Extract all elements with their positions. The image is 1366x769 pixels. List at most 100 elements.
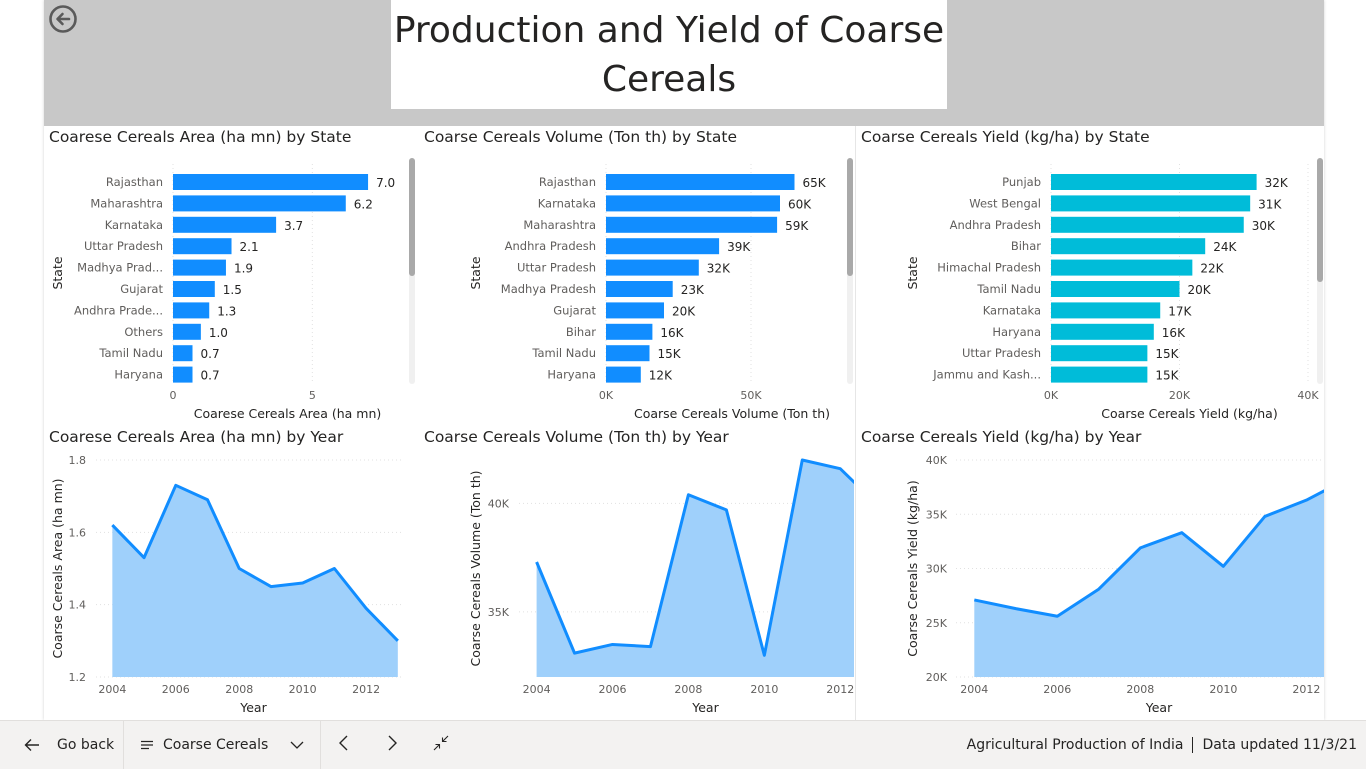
- x-tick-label: 2008: [225, 683, 253, 696]
- bar: [1051, 259, 1193, 276]
- volume-by-state-chart[interactable]: Coarse Cereals Volume (Ton th) by State …: [419, 128, 854, 424]
- x-tick-label: 2010: [289, 683, 317, 696]
- x-axis-title: Year: [239, 700, 267, 715]
- yield-by-year-chart[interactable]: Coarse Cereals Yield (kg/ha) by Year 20K…: [856, 428, 1324, 720]
- chart-title: Coarese Cereals Area (ha mn) by Year: [49, 428, 344, 446]
- y-tick-label: 25K: [926, 617, 948, 630]
- x-axis-title: Coarse Cereals Volume (Ton th): [634, 406, 830, 421]
- bar: [173, 195, 346, 212]
- back-arrow-icon[interactable]: [48, 4, 78, 34]
- x-tick-label: 40K: [1297, 389, 1319, 402]
- chart-title: Coarse Cereals Yield (kg/ha) by Year: [861, 428, 1142, 446]
- chart-svg: 1.2 1.4 1.6 1.8 2004 2006 2008 2010 2012 Year Coar…: [50, 454, 401, 715]
- category-label: Andhra Prade...: [74, 303, 163, 317]
- category-label: Uttar Pradesh: [84, 239, 163, 253]
- category-label: Others: [124, 325, 163, 339]
- chart-title: Coarse Cereals Volume (Ton th) by State: [424, 128, 737, 146]
- category-label: Tamil Nadu: [976, 282, 1041, 296]
- x-tick-label: 2010: [750, 683, 778, 696]
- bar: [173, 366, 193, 383]
- y-tick-label: 1.6: [69, 526, 87, 539]
- data-label: 31K: [1258, 197, 1282, 211]
- category-label: Karnataka: [983, 303, 1041, 317]
- data-label: 20K: [672, 304, 696, 318]
- x-tick-label: 0K: [599, 389, 614, 402]
- category-label: Uttar Pradesh: [962, 346, 1041, 360]
- volume-by-year-chart[interactable]: Coarse Cereals Volume (Ton th) by Year 3…: [419, 428, 882, 720]
- report-info: Agricultural Production of India Data up…: [967, 721, 1357, 769]
- bar: [606, 195, 780, 212]
- x-tick-label: 2006: [1043, 683, 1071, 696]
- x-tick-label: 50K: [740, 389, 762, 402]
- footer-separator: [320, 721, 321, 769]
- data-label: 3.7: [284, 219, 303, 233]
- category-label: Uttar Pradesh: [517, 261, 596, 275]
- bar: [606, 238, 720, 255]
- y-tick-label: 1.8: [69, 454, 87, 467]
- bar: [1051, 216, 1244, 233]
- chevron-right-icon: [384, 734, 400, 756]
- data-label: 7.0: [376, 176, 395, 190]
- chart-svg: 0K 50K Rajasthan 65K Karnataka 60K Maharashtra…: [468, 158, 853, 421]
- category-label: Himachal Pradesh: [937, 261, 1041, 275]
- go-back-button[interactable]: Go back: [22, 721, 122, 769]
- data-label: 24K: [1213, 240, 1237, 254]
- category-label: Karnataka: [538, 196, 596, 210]
- x-tick-label: 2008: [1126, 683, 1154, 696]
- category-label: Tamil Nadu: [531, 346, 596, 360]
- data-label: 12K: [649, 369, 673, 383]
- bar: [1051, 345, 1148, 362]
- y-tick-label: 40K: [926, 454, 948, 467]
- chevron-left-icon: [336, 734, 352, 756]
- area-fill: [974, 490, 1324, 677]
- data-label: 59K: [785, 219, 809, 233]
- data-label: 1.0: [209, 326, 228, 340]
- category-label: Andhra Pradesh: [950, 218, 1041, 232]
- y-tick-label: 20K: [926, 671, 948, 684]
- report-title: Production and Yield of Coarse Cereals: [391, 0, 947, 109]
- data-updated: Data updated 11/3/21: [1202, 737, 1357, 753]
- footer-bar: Go back Coarse Cereals Agricultural Prod…: [0, 720, 1366, 769]
- category-label: Maharashtra: [90, 196, 163, 210]
- chart-title: Coarse Cereals Volume (Ton th) by Year: [424, 428, 729, 446]
- info-divider: [1192, 737, 1194, 753]
- category-label: Gujarat: [120, 282, 163, 296]
- bar: [173, 345, 193, 362]
- area-by-year-chart[interactable]: Coarese Cereals Area (ha mn) by Year 1.2…: [44, 428, 416, 720]
- x-tick-label: 5: [309, 389, 316, 402]
- series-line: [111, 483, 399, 642]
- bar: [606, 174, 795, 190]
- data-label: 32K: [1265, 176, 1289, 190]
- x-axis-title: Coarse Cereals Yield (kg/ha): [1101, 406, 1277, 421]
- x-tick-label: 2012: [826, 683, 854, 696]
- series-line: [535, 458, 880, 657]
- collapse-button[interactable]: [432, 721, 452, 769]
- chart-title: Coarese Cereals Area (ha mn) by State: [49, 128, 352, 146]
- yield-by-state-chart[interactable]: Coarse Cereals Yield (kg/ha) by State 0K…: [856, 128, 1324, 424]
- category-label: Punjab: [1002, 175, 1041, 189]
- data-label: 1.9: [234, 262, 253, 276]
- page-select[interactable]: Coarse Cereals: [139, 721, 309, 769]
- bar: [173, 281, 215, 297]
- category-label: Andhra Pradesh: [505, 239, 596, 253]
- y-axis-title: Coarse Cereals Area (ha mn): [50, 478, 65, 658]
- x-tick-label: 2008: [674, 683, 702, 696]
- area-by-state-chart[interactable]: Coarese Cereals Area (ha mn) by State 0 5…: [44, 128, 416, 424]
- bar: [606, 216, 778, 233]
- y-tick-label: 35K: [926, 508, 948, 521]
- data-label: 32K: [707, 262, 731, 276]
- category-label: Haryana: [547, 368, 596, 382]
- next-page-button[interactable]: [384, 721, 404, 769]
- previous-page-button[interactable]: [336, 721, 356, 769]
- category-label: Haryana: [992, 325, 1041, 339]
- report-canvas: Production and Yield of Coarse Cereals C…: [44, 0, 1324, 720]
- scrollbar-thumb: [1317, 158, 1323, 282]
- category-label: Bihar: [1011, 239, 1041, 253]
- category-label: Madhya Prad...: [77, 261, 163, 275]
- go-back-label: Go back: [57, 737, 115, 753]
- data-label: 0.7: [201, 369, 220, 383]
- y-tick-label: 35K: [488, 606, 510, 619]
- data-label: 17K: [1168, 304, 1192, 318]
- chart-svg: 20K 25K 30K 35K 40K 2004 2006 2008 2010 2012 Year C…: [905, 454, 1324, 715]
- category-label: Maharashtra: [523, 218, 596, 232]
